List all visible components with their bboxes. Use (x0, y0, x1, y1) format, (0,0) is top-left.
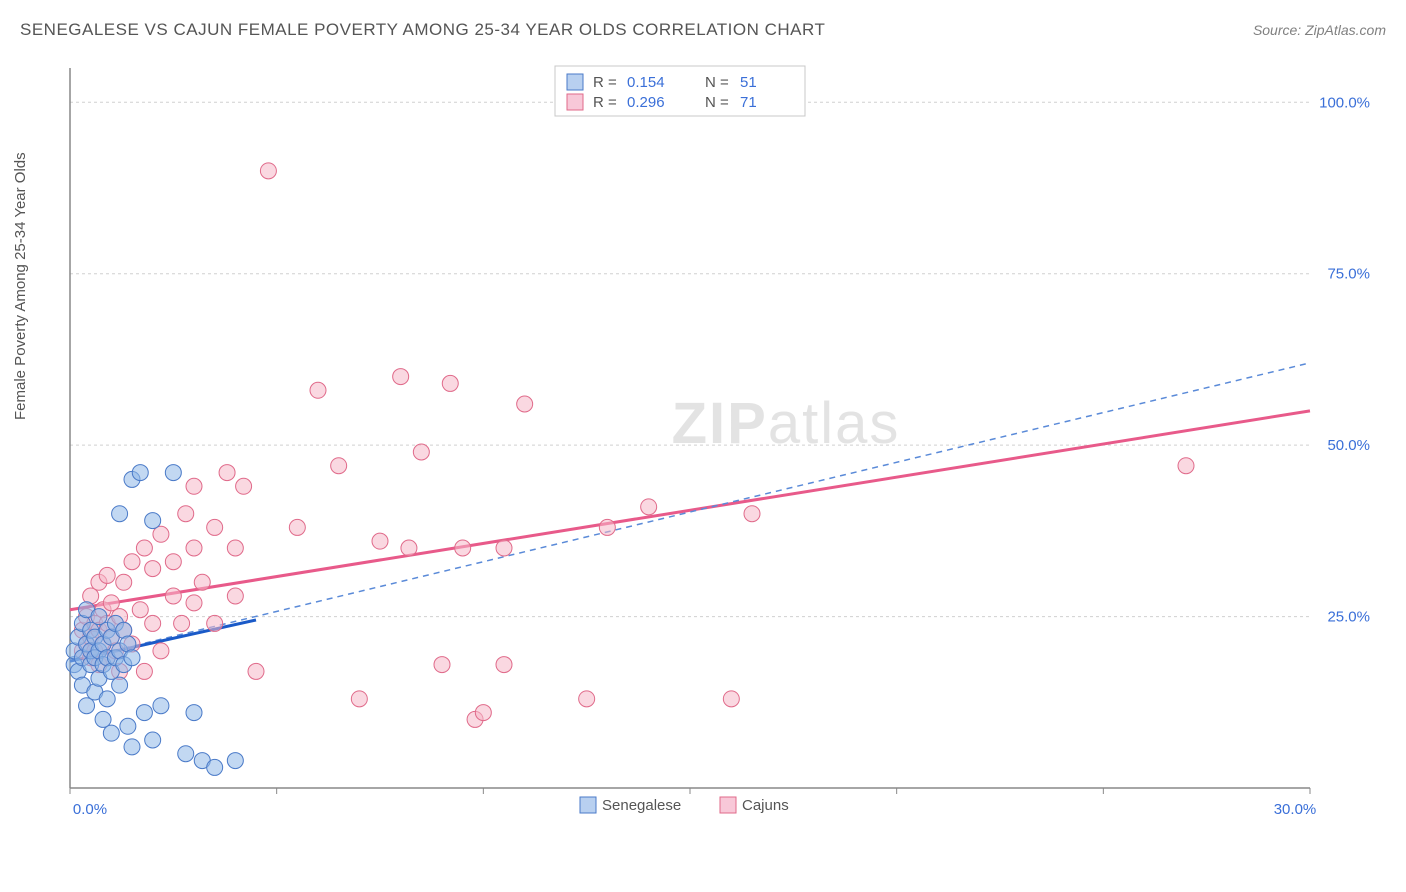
chart-area: ZIPatlas 0.0% 30.0% 25.0% 50.0% 75.0% 100.0% R … (60, 58, 1380, 828)
svg-text:0.0%: 0.0% (73, 801, 107, 818)
data-point-cajun (496, 540, 512, 556)
data-point-cajun (153, 526, 169, 542)
data-point-senegalese (112, 506, 128, 522)
data-point-cajun (207, 615, 223, 631)
data-point-cajun (331, 458, 347, 474)
data-point-cajun (475, 705, 491, 721)
svg-text:R =: R = (593, 94, 617, 111)
svg-text:71: 71 (740, 94, 757, 111)
data-point-senegalese (145, 513, 161, 529)
data-point-senegalese (112, 677, 128, 693)
title-bar: SENEGALESE VS CAJUN FEMALE POVERTY AMONG… (20, 20, 1386, 40)
legend-swatch-cajuns (720, 797, 736, 813)
data-point-cajun (599, 519, 615, 535)
source-credit: Source: ZipAtlas.com (1253, 22, 1386, 38)
data-point-cajun (116, 574, 132, 590)
data-point-cajun (136, 663, 152, 679)
legend-label-cajuns: Cajuns (742, 797, 789, 814)
data-point-cajun (186, 540, 202, 556)
data-point-cajun (579, 691, 595, 707)
data-point-cajun (186, 478, 202, 494)
svg-text:R =: R = (593, 74, 617, 91)
data-point-cajun (393, 369, 409, 385)
data-point-cajun (434, 657, 450, 673)
data-point-cajun (236, 478, 252, 494)
data-point-cajun (219, 465, 235, 481)
data-point-cajun (372, 533, 388, 549)
data-point-senegalese (136, 705, 152, 721)
data-point-cajun (132, 602, 148, 618)
data-point-cajun (413, 444, 429, 460)
data-point-cajun (442, 375, 458, 391)
data-point-cajun (99, 567, 115, 583)
data-point-senegalese (153, 698, 169, 714)
data-point-cajun (136, 540, 152, 556)
data-point-cajun (289, 519, 305, 535)
y-axis-label: Female Poverty Among 25-34 Year Olds (12, 152, 29, 420)
data-point-cajun (153, 643, 169, 659)
data-point-cajun (174, 615, 190, 631)
data-point-senegalese (227, 753, 243, 769)
legend-swatch-senegalese (580, 797, 596, 813)
data-point-senegalese (186, 705, 202, 721)
data-point-cajun (165, 554, 181, 570)
data-point-cajun (194, 574, 210, 590)
data-point-senegalese (103, 725, 119, 741)
data-point-senegalese (178, 746, 194, 762)
svg-text:75.0%: 75.0% (1327, 266, 1370, 283)
data-point-cajun (723, 691, 739, 707)
data-point-cajun (178, 506, 194, 522)
data-point-cajun (248, 663, 264, 679)
data-point-cajun (145, 561, 161, 577)
data-point-cajun (1178, 458, 1194, 474)
svg-text:0.296: 0.296 (627, 94, 665, 111)
data-point-cajun (351, 691, 367, 707)
chart-title: SENEGALESE VS CAJUN FEMALE POVERTY AMONG… (20, 20, 825, 40)
data-point-senegalese (79, 698, 95, 714)
data-point-senegalese (124, 739, 140, 755)
data-point-cajun (227, 588, 243, 604)
data-point-senegalese (91, 609, 107, 625)
legend-label-senegalese: Senegalese (602, 797, 681, 814)
data-point-cajun (227, 540, 243, 556)
data-point-senegalese (124, 650, 140, 666)
data-point-senegalese (165, 465, 181, 481)
svg-text:51: 51 (740, 74, 757, 91)
data-point-cajun (124, 554, 140, 570)
data-point-cajun (455, 540, 471, 556)
data-point-senegalese (95, 711, 111, 727)
scatter-plot: ZIPatlas 0.0% 30.0% 25.0% 50.0% 75.0% 100.0% R … (60, 58, 1380, 828)
data-point-cajun (744, 506, 760, 522)
data-point-cajun (641, 499, 657, 515)
data-point-cajun (401, 540, 417, 556)
data-point-senegalese (120, 718, 136, 734)
source-prefix: Source: (1253, 22, 1305, 38)
svg-text:100.0%: 100.0% (1319, 94, 1370, 111)
data-point-cajun (145, 615, 161, 631)
svg-text:0.154: 0.154 (627, 74, 665, 91)
data-point-senegalese (132, 465, 148, 481)
data-point-senegalese (145, 732, 161, 748)
source-name: ZipAtlas.com (1305, 22, 1386, 38)
data-point-cajun (103, 595, 119, 611)
svg-text:25.0%: 25.0% (1327, 609, 1370, 626)
svg-text:N =: N = (705, 94, 729, 111)
data-point-cajun (186, 595, 202, 611)
data-point-senegalese (99, 691, 115, 707)
svg-text:30.0%: 30.0% (1274, 801, 1317, 818)
data-point-senegalese (207, 759, 223, 775)
svg-text:ZIPatlas: ZIPatlas (672, 391, 901, 456)
data-point-cajun (207, 519, 223, 535)
data-point-cajun (310, 382, 326, 398)
data-point-cajun (260, 163, 276, 179)
svg-text:50.0%: 50.0% (1327, 437, 1370, 454)
data-point-cajun (165, 588, 181, 604)
data-point-cajun (496, 657, 512, 673)
data-point-cajun (517, 396, 533, 412)
svg-text:N =: N = (705, 74, 729, 91)
